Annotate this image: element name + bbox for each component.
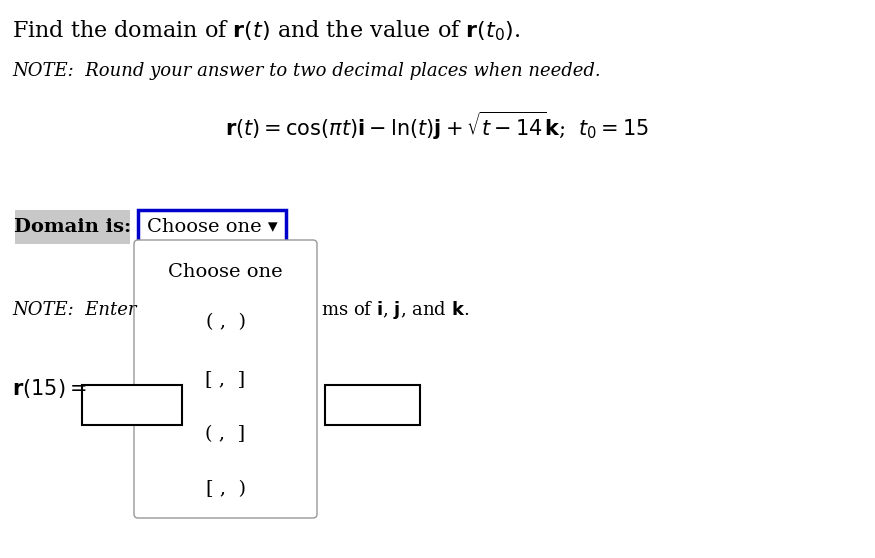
Bar — [15, 210, 130, 244]
Text: $\mathbf{r}(15) =$: $\mathbf{r}(15) =$ — [12, 377, 87, 400]
Text: [ ,  ]: [ , ] — [206, 370, 246, 388]
Bar — [82, 385, 182, 425]
Text: ( ,  ]: ( , ] — [206, 425, 246, 443]
Text: [ ,  ): [ , ) — [206, 480, 246, 498]
Text: NOTE:  Round your answer to two decimal places when needed.: NOTE: Round your answer to two decimal p… — [12, 62, 600, 80]
Text: ms of $\mathbf{i}$, $\mathbf{j}$, and $\mathbf{k}$.: ms of $\mathbf{i}$, $\mathbf{j}$, and $\… — [321, 299, 469, 321]
Text: Choose one ▾: Choose one ▾ — [147, 218, 277, 236]
Text: Choose one: Choose one — [168, 263, 283, 281]
Bar — [325, 385, 420, 425]
FancyBboxPatch shape — [138, 210, 286, 244]
Text: NOTE:  Enter: NOTE: Enter — [12, 301, 143, 319]
FancyBboxPatch shape — [134, 240, 317, 518]
Text: Domain is:: Domain is: — [14, 218, 131, 236]
Text: $\mathbf{r}(t) = \cos(\pi t)\mathbf{i} - \ln(t)\mathbf{j} + \sqrt{t-14}\mathbf{k: $\mathbf{r}(t) = \cos(\pi t)\mathbf{i} -… — [225, 110, 649, 142]
Text: Find the domain of $\mathbf{r}(t)$ and the value of $\mathbf{r}(t_0)$.: Find the domain of $\mathbf{r}(t)$ and t… — [12, 18, 521, 42]
Text: ( ,  ): ( , ) — [206, 313, 246, 331]
